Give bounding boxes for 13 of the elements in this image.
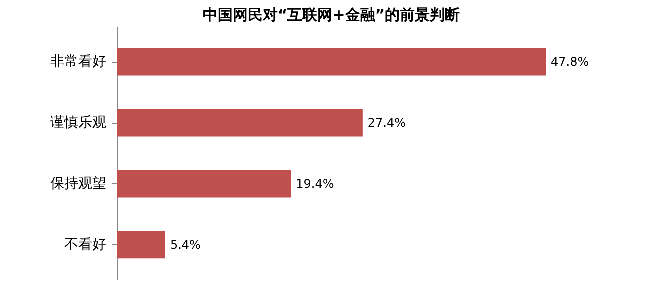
y-tick-label: 谨慎乐观 (50, 115, 106, 132)
data-label: 27.4% (368, 116, 406, 130)
data-label: 19.4% (296, 176, 334, 191)
bar (117, 231, 166, 259)
bar (117, 109, 363, 137)
y-tick-label: 保持观望 (50, 176, 106, 192)
y-tick-label: 不看好 (64, 236, 106, 253)
chart-title: 中国网民对“互联网+金融”的前景判断 (202, 6, 460, 24)
y-tick-label: 非常看好 (50, 54, 106, 70)
bar (117, 48, 546, 76)
bar (117, 170, 292, 198)
data-label: 47.8% (551, 55, 590, 70)
data-label: 5.4% (170, 238, 201, 252)
